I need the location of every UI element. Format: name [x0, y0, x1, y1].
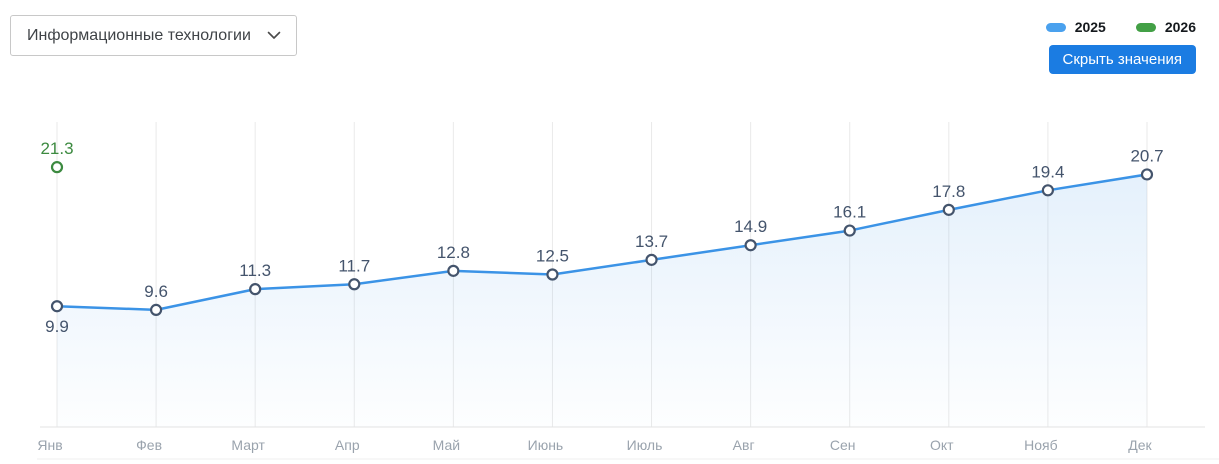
- data-point-2025[interactable]: [843, 224, 856, 237]
- x-axis-label: Авг: [733, 437, 755, 453]
- legend-swatch-2026: [1135, 22, 1156, 32]
- x-axis-label: Март: [231, 437, 265, 453]
- data-point-2025[interactable]: [744, 239, 757, 252]
- x-axis-label: Июль: [627, 437, 663, 453]
- data-point-2025[interactable]: [942, 203, 955, 216]
- value-label-2025: 12.8: [437, 243, 470, 262]
- data-point-2025[interactable]: [50, 300, 64, 313]
- legend-label-2025: 2025: [1074, 19, 1106, 35]
- value-label-2025: 16.1: [833, 203, 866, 222]
- x-axis-label: Июнь: [528, 437, 564, 453]
- x-axis-label: Фев: [136, 437, 162, 453]
- x-axis-label: Дек: [1128, 437, 1152, 453]
- chevron-down-icon: [267, 31, 281, 39]
- x-axis-label: Май: [433, 437, 460, 453]
- data-point-2025[interactable]: [546, 268, 559, 281]
- value-label-2025: 12.5: [536, 247, 569, 266]
- value-label-2025: 11.7: [338, 256, 370, 275]
- value-label-2025: 9.6: [144, 282, 168, 301]
- data-point-2025[interactable]: [447, 264, 460, 277]
- data-point-2025[interactable]: [1140, 168, 1154, 181]
- series-line-2025: [55, 173, 1149, 312]
- hide-values-button[interactable]: Скрыть значения: [1048, 45, 1196, 74]
- legend-swatch-2025: [1045, 22, 1066, 32]
- value-label-2025: 19.4: [1031, 162, 1064, 181]
- data-point-2026[interactable]: [50, 161, 64, 174]
- legend-item-2025[interactable]: 2025: [1045, 19, 1106, 35]
- x-axis-label: Янв: [37, 437, 62, 453]
- chart-legend: 2025 2026: [1045, 19, 1196, 35]
- data-point-2025[interactable]: [149, 303, 163, 316]
- value-label-2025: 9.9: [45, 317, 69, 336]
- data-point-2025[interactable]: [1041, 184, 1055, 197]
- category-select-value: Информационные технологии: [27, 26, 251, 44]
- data-point-2025[interactable]: [348, 278, 361, 291]
- value-label-2025: 20.7: [1130, 146, 1163, 165]
- value-label-2025: 17.8: [932, 182, 965, 201]
- value-label-2025: 11.3: [239, 261, 271, 280]
- data-point-2025[interactable]: [645, 253, 658, 266]
- category-select[interactable]: Информационные технологии: [10, 15, 297, 56]
- value-label-2025: 13.7: [635, 232, 668, 251]
- data-point-2025[interactable]: [249, 283, 262, 296]
- area-fill: [57, 174, 1147, 427]
- value-label-2025: 14.9: [734, 217, 767, 236]
- x-axis-label: Нояб: [1024, 437, 1058, 453]
- x-axis-label: Окт: [930, 437, 954, 453]
- value-label-2026: 21.3: [40, 139, 73, 158]
- legend-item-2026[interactable]: 2026: [1135, 19, 1196, 35]
- x-axis-label: Апр: [335, 437, 360, 453]
- x-axis-label: Сен: [830, 437, 856, 453]
- chart-controls: 2025 2026 Скрыть значения: [1045, 19, 1196, 74]
- legend-label-2026: 2026: [1164, 19, 1196, 35]
